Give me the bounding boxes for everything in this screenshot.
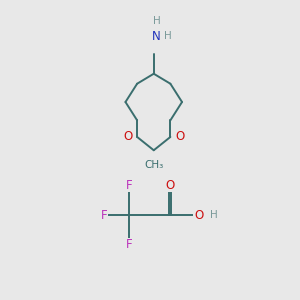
Text: CH₃: CH₃ [144, 160, 164, 170]
Text: F: F [125, 178, 132, 192]
Text: F: F [125, 238, 132, 251]
Text: O: O [166, 178, 175, 192]
Text: H: H [153, 16, 160, 26]
Text: H: H [210, 210, 218, 220]
Text: O: O [175, 130, 184, 143]
Text: H: H [164, 31, 172, 41]
Text: O: O [194, 208, 203, 221]
Text: F: F [100, 208, 107, 221]
Text: N: N [152, 30, 161, 43]
Text: O: O [123, 130, 133, 143]
